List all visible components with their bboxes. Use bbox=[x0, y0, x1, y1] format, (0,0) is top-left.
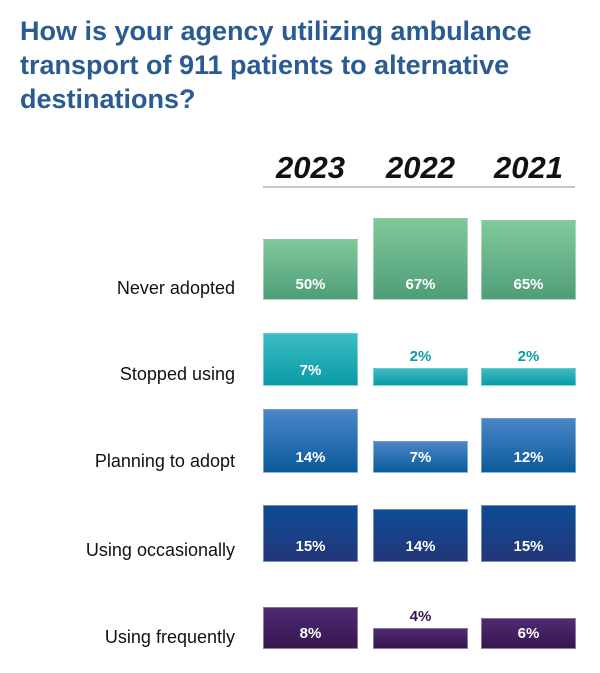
row-label: Using occasionally bbox=[85, 540, 235, 560]
header-divider bbox=[263, 186, 575, 188]
bar bbox=[263, 607, 358, 649]
data-label: 2% bbox=[517, 348, 540, 365]
bar bbox=[263, 409, 358, 473]
bar bbox=[373, 218, 468, 300]
data-label: 6% bbox=[517, 625, 540, 642]
bar bbox=[263, 238, 358, 300]
row-label: Never adopted bbox=[116, 278, 235, 298]
bar bbox=[263, 505, 358, 562]
column-header-2022: 2022 bbox=[386, 150, 455, 185]
data-label: 65% bbox=[513, 276, 544, 293]
row-label: Using frequently bbox=[104, 627, 235, 647]
bar bbox=[481, 617, 576, 649]
bar bbox=[373, 628, 468, 649]
data-label: 12% bbox=[513, 449, 544, 466]
row-label: Planning to adopt bbox=[94, 451, 235, 471]
data-label: 2% bbox=[409, 348, 432, 365]
data-label: 67% bbox=[405, 276, 436, 293]
data-label: 4% bbox=[409, 608, 432, 625]
bar bbox=[263, 333, 358, 386]
chart-title: How is your agency utilizing ambulance t… bbox=[20, 16, 532, 114]
column-header-2021: 2021 bbox=[494, 150, 563, 185]
data-label: 15% bbox=[295, 538, 326, 555]
bar bbox=[481, 505, 576, 562]
bar bbox=[481, 220, 576, 300]
bar bbox=[373, 441, 468, 473]
bar bbox=[373, 368, 468, 386]
bar bbox=[373, 508, 468, 562]
data-label: 8% bbox=[299, 625, 322, 642]
row-label: Stopped using bbox=[119, 364, 235, 384]
data-label: 50% bbox=[295, 276, 326, 293]
data-label: 14% bbox=[295, 449, 326, 466]
bar bbox=[481, 368, 576, 386]
data-label: 14% bbox=[405, 538, 436, 555]
data-label: 7% bbox=[299, 362, 322, 379]
data-label: 7% bbox=[409, 449, 432, 466]
bar bbox=[481, 418, 576, 473]
data-label: 15% bbox=[513, 538, 544, 555]
column-header-2023: 2023 bbox=[276, 150, 345, 185]
